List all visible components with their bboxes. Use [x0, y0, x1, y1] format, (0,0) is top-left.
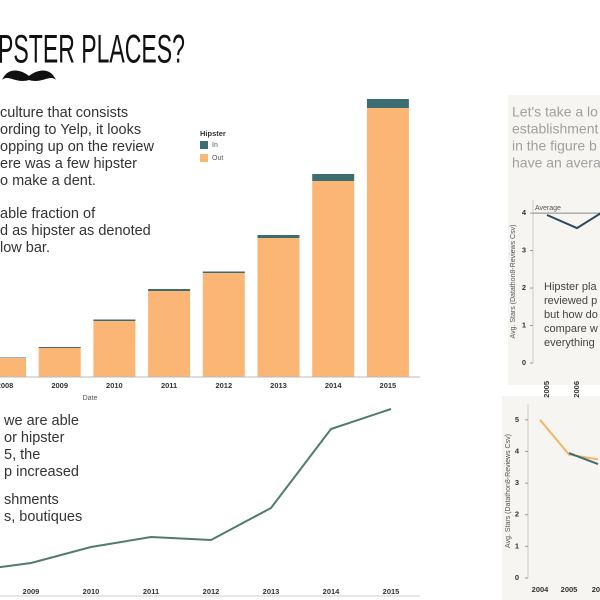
y-tick-label: 0 [522, 358, 526, 367]
x-tick-label: 2015 [383, 587, 400, 596]
paragraph-line: o make a dent. [0, 173, 96, 189]
x-axis-title: Date [83, 395, 98, 402]
bar-segment [0, 357, 26, 358]
y-tick-label: 2 [522, 283, 526, 292]
y-tick-label: 3 [515, 478, 519, 487]
x-tick-label: 2009 [23, 587, 40, 596]
bar-segment [38, 348, 81, 377]
x-tick-label: 2013 [270, 381, 287, 390]
x-tick-label: 2014 [325, 381, 343, 390]
x-tick-label: 2015 [380, 381, 397, 390]
x-tick-label: 2011 [143, 587, 159, 596]
y-tick-label: 3 [522, 246, 526, 255]
paragraph-line: or hipster [4, 430, 65, 446]
y-tick-label: 0 [515, 573, 519, 582]
bar-segment [202, 273, 245, 377]
x-tick-label: 2014 [323, 587, 341, 596]
bar-segment [257, 235, 300, 238]
annotation-line: everything [544, 337, 595, 349]
x-tick-label: 2009 [51, 381, 68, 390]
x-tick-label: 2012 [215, 381, 232, 390]
bar-segment [366, 108, 409, 377]
bar-segment [312, 174, 355, 181]
intro-line: establishment [512, 121, 598, 137]
x-tick-label: 2013 [263, 587, 280, 596]
paragraph-line: low bar. [0, 240, 50, 256]
bar-segment [312, 181, 355, 377]
x-tick-label: 2010 [106, 381, 123, 390]
bar-segment [148, 289, 191, 291]
line [568, 452, 599, 466]
x-tick-label: 2008 [0, 381, 13, 390]
paragraph-line: we are able [3, 413, 79, 429]
annotation-line: reviewed p [544, 295, 597, 307]
paragraph-line: culture that consists [0, 105, 128, 121]
bar-segment [366, 99, 409, 108]
x-tick-label: 200 [592, 585, 600, 594]
panel-top [508, 95, 600, 385]
y-axis-title: Avg. Stars (Datathon8-Reviews Csv) [510, 225, 517, 339]
paragraph-line: ording to Yelp, it looks [0, 122, 141, 138]
x-tick-label: 2012 [203, 587, 220, 596]
paragraph-line: opping up on the review [0, 139, 154, 155]
bar-segment [257, 238, 300, 377]
paragraph-line: d as hipster as denoted [0, 223, 151, 239]
intro-line: have an avera [512, 155, 600, 171]
legend-label: In [212, 142, 218, 149]
x-tick-label: 2010 [83, 587, 100, 596]
bar-segment [93, 321, 136, 377]
paragraph-line: able fraction of [0, 206, 96, 222]
annotation-line: Hipster pla [544, 281, 597, 293]
legend-swatch [200, 141, 208, 149]
y-tick-label: 4 [515, 446, 520, 455]
legend-title: Hipster [200, 129, 226, 138]
legend-swatch [200, 154, 208, 162]
x-tick-label: 2006 [572, 381, 581, 398]
line [539, 419, 599, 461]
annotation-line: but how do [544, 309, 598, 321]
annotation-line: compare w [544, 323, 598, 335]
legend-label: Out [212, 155, 223, 162]
paragraph-line: s, boutiques [4, 509, 82, 525]
panel-bottom [502, 396, 600, 600]
y-tick-label: 1 [522, 321, 526, 330]
paragraph-line: shments [4, 492, 59, 508]
y-tick-label: 1 [515, 541, 519, 550]
y-tick-label: 2 [515, 510, 519, 519]
x-tick-label: 2004 [532, 585, 550, 594]
paragraph-line: 5, the [4, 447, 40, 463]
x-tick-label: 2011 [161, 381, 177, 390]
line [546, 212, 600, 230]
line [0, 408, 392, 569]
y-axis-title: Avg. Stars (Datathon8-Reviews Csv) [505, 434, 512, 548]
intro-line: Let's take a lo [512, 104, 598, 120]
reference-label: Average [535, 205, 561, 212]
paragraph-line: p increased [4, 464, 79, 480]
bar-segment [0, 358, 26, 377]
bar-segment [148, 291, 191, 377]
title: PSTER PLACES? [0, 28, 185, 72]
bar-segment [202, 271, 245, 273]
bar-segment [38, 347, 81, 348]
y-tick-label: 4 [522, 208, 527, 217]
y-tick-label: 5 [515, 415, 519, 424]
bar-segment [93, 319, 136, 321]
x-tick-label: 2005 [561, 585, 578, 594]
x-tick-label: 2005 [542, 381, 551, 398]
intro-line: in the figure b [512, 138, 597, 154]
mustache [2, 70, 56, 81]
paragraph-line: ere was a few hipster [0, 156, 137, 172]
